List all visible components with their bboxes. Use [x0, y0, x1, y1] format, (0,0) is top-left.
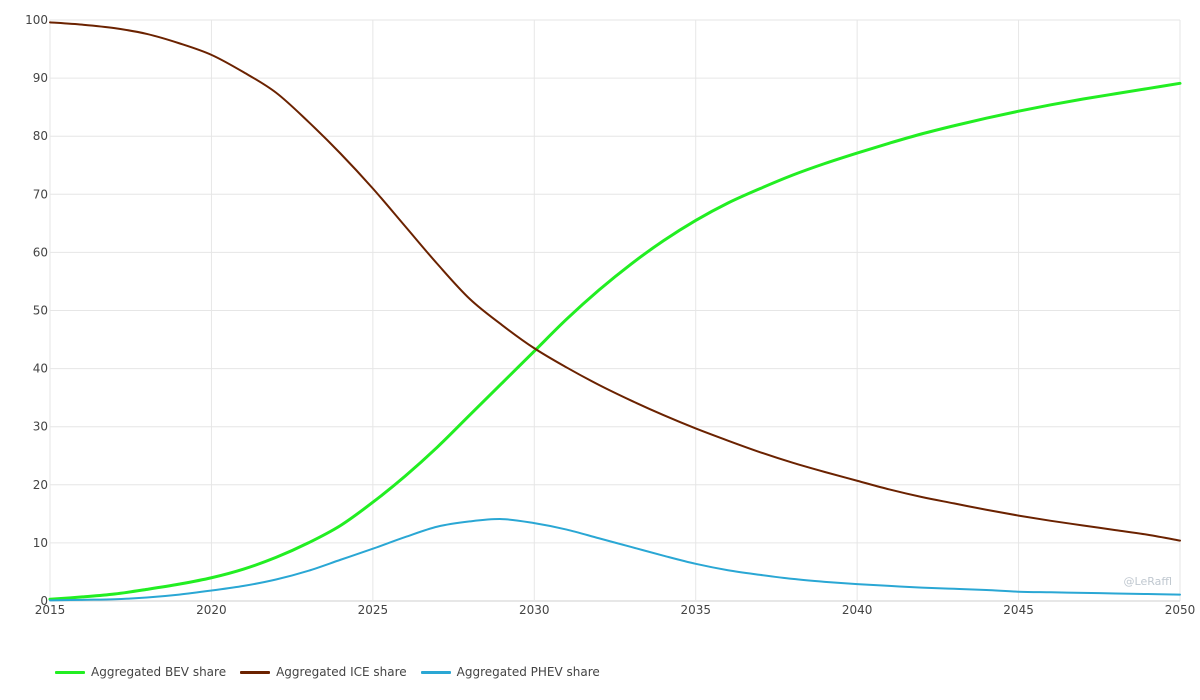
legend-swatch	[55, 670, 85, 674]
y-tick-label: 20	[33, 478, 48, 492]
y-axis-tick-labels: 0 10 20 30 40 50 60 70 80 90 100	[25, 13, 48, 608]
watermark: @LeRaffl	[1124, 575, 1172, 588]
y-tick-label: 0	[40, 594, 48, 608]
legend-label: Aggregated ICE share	[276, 665, 407, 679]
legend-swatch	[420, 670, 451, 674]
grid-lines	[49, 19, 1181, 602]
y-tick-label: 70	[33, 187, 48, 201]
x-tick-label: 2045	[1003, 603, 1034, 617]
series-line-2	[49, 21, 1181, 542]
legend-label: Aggregated BEV share	[91, 665, 227, 679]
legend-item-3[interactable]: Aggregated PHEV share	[420, 665, 600, 679]
x-tick-label: 2030	[519, 603, 550, 617]
legend: Aggregated BEV share Aggregated ICE share…	[55, 665, 604, 679]
y-tick-label: 80	[33, 129, 48, 143]
x-tick-label: 2020	[196, 603, 227, 617]
series-lines	[48, 21, 1182, 602]
x-tick-label: 2025	[358, 603, 389, 617]
legend-item-2[interactable]: Aggregated ICE share	[240, 665, 407, 679]
series-line-1	[48, 81, 1182, 601]
legend-label: Aggregated PHEV share	[456, 665, 600, 679]
y-tick-label: 100	[25, 13, 48, 27]
x-tick-label: 2050	[1165, 603, 1196, 617]
x-tick-label: 2015	[35, 603, 66, 617]
x-tick-label: 2040	[842, 603, 873, 617]
y-tick-label: 90	[33, 71, 48, 85]
x-axis-tick-labels: 2015 2020 2025 2030 2035 2040 2045 2050	[35, 603, 1196, 617]
x-tick-label: 2035	[680, 603, 711, 617]
y-tick-label: 60	[33, 245, 48, 259]
y-tick-label: 50	[33, 304, 48, 318]
y-tick-label: 30	[33, 420, 48, 434]
series-line-3	[49, 518, 1181, 602]
legend-item-1[interactable]: Aggregated BEV share	[55, 665, 226, 679]
y-tick-label: 10	[33, 536, 48, 550]
y-tick-label: 40	[33, 362, 48, 376]
legend-swatch	[240, 670, 271, 674]
